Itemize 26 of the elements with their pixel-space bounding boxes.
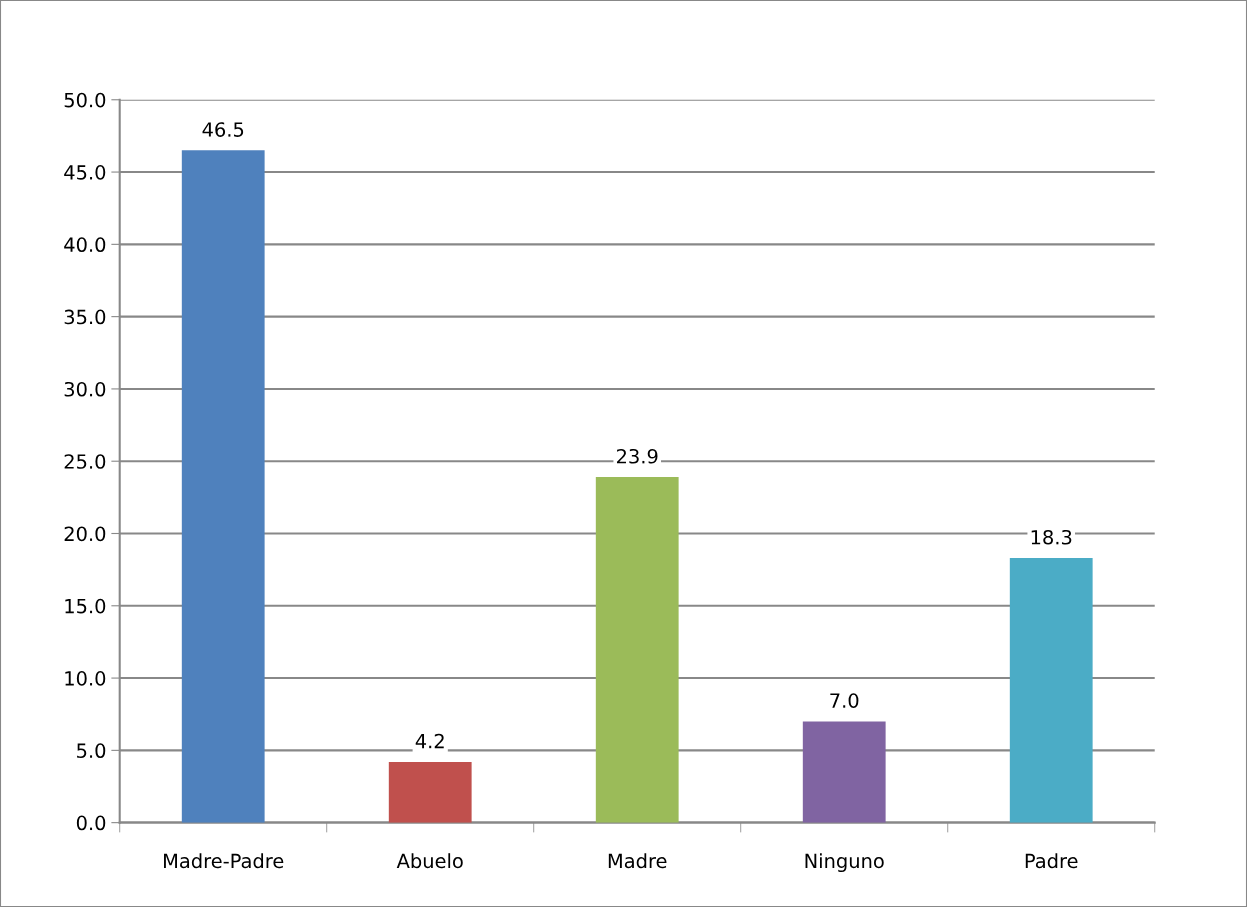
y-tick-label: 30.0 <box>64 381 106 397</box>
y-tick-label: 45.0 <box>64 165 106 180</box>
y-tick-label: 35.0 <box>64 309 106 325</box>
y-tick-label: 5.0 <box>77 743 106 759</box>
data-label: 7.0 <box>830 693 859 708</box>
x-tick-label: Madre-Padre <box>164 853 284 869</box>
y-tick-label: 15.0 <box>65 598 106 614</box>
y-tick-label: 40.0 <box>64 237 106 253</box>
y-tick-label: 0.0 <box>76 815 106 831</box>
data-label: 46.5 <box>202 122 244 137</box>
y-tick-label: 20.0 <box>64 526 106 542</box>
bar <box>802 721 886 823</box>
y-tick-label: 25.0 <box>64 454 106 469</box>
x-tick-label: Abuelo <box>396 853 463 869</box>
x-tick-label: Padre <box>1025 853 1078 869</box>
data-label: 4.2 <box>415 733 444 749</box>
y-tick-label: 10.0 <box>65 671 106 686</box>
bar <box>1009 558 1093 823</box>
x-tick-label: Ninguno <box>805 853 884 873</box>
data-label: 23.9 <box>616 448 658 464</box>
bar <box>388 761 472 823</box>
bar <box>595 477 679 823</box>
bar <box>181 150 265 823</box>
y-tick-label: 50.0 <box>64 92 106 108</box>
x-tick-label: Madre <box>608 853 667 869</box>
data-label: 18.3 <box>1031 529 1072 545</box>
